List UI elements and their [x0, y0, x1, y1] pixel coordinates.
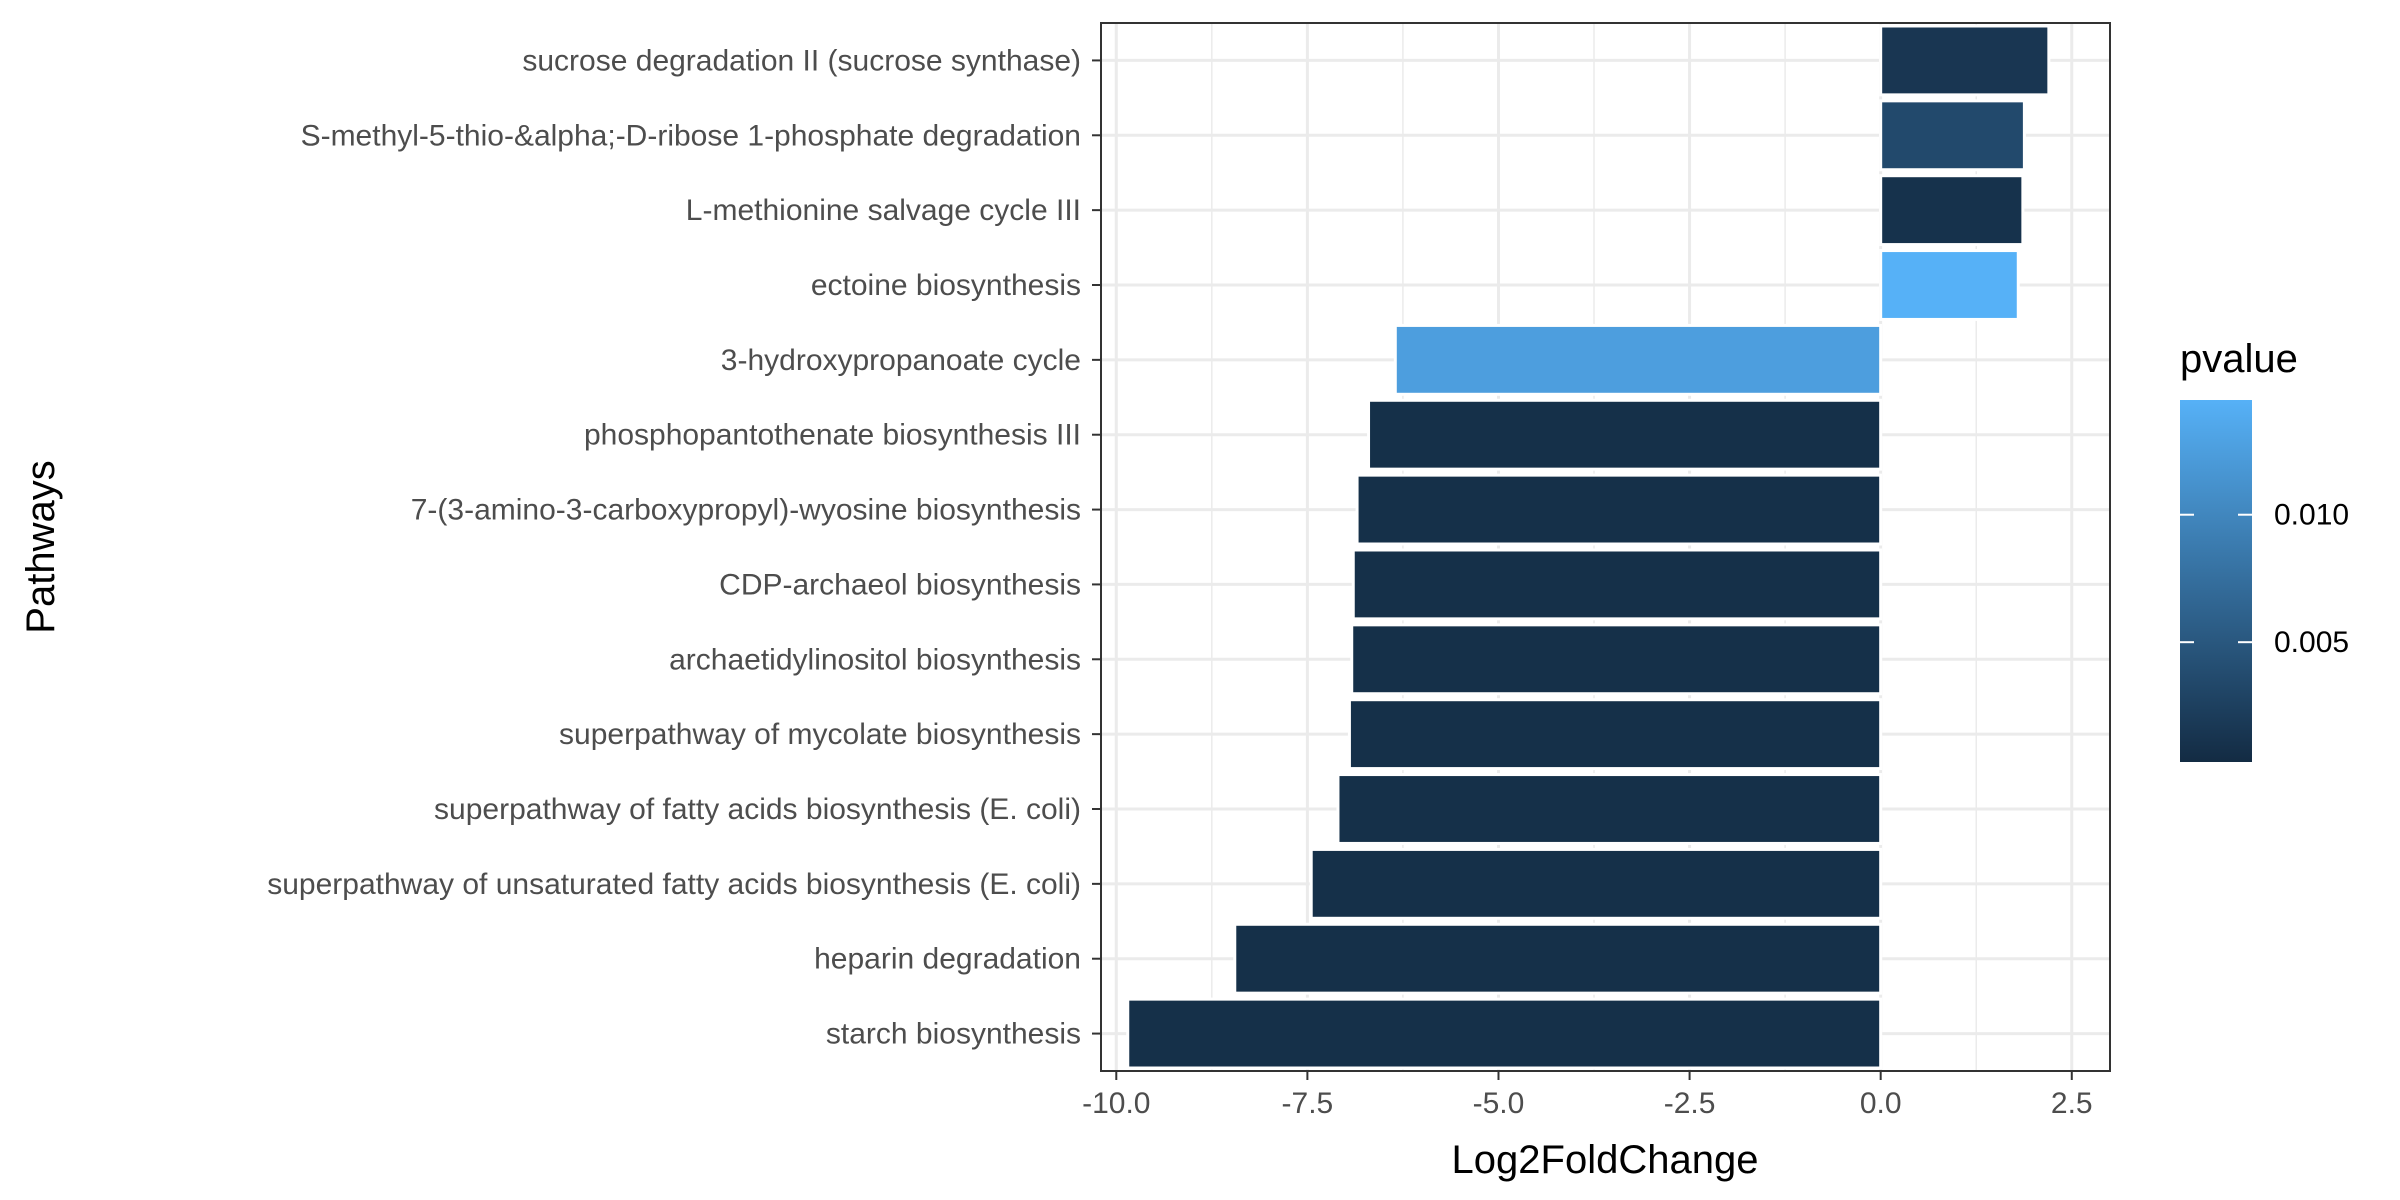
y-tick-label: CDP-archaeol biosynthesis: [719, 568, 1081, 601]
x-tick-label: -10.0: [1082, 1087, 1150, 1120]
x-tick-label: -7.5: [1282, 1087, 1334, 1120]
x-tick-label: -2.5: [1664, 1087, 1716, 1120]
y-tick-label: heparin degradation: [814, 943, 1081, 976]
x-tick-label: 2.5: [2051, 1087, 2093, 1120]
bar: [1347, 698, 1883, 771]
y-tick-label: sucrose degradation II (sucrose synthase…: [522, 44, 1081, 77]
x-tick-label: 0.0: [1860, 1087, 1902, 1120]
y-tick-label: starch biosynthesis: [826, 1018, 1081, 1051]
y-tick-label: 7-(3-amino-3-carboxypropyl)-wyosine bios…: [411, 494, 1081, 527]
bars: [1126, 24, 2051, 1070]
bar: [1233, 922, 1883, 995]
bar: [1393, 323, 1883, 396]
bar: [1879, 174, 2025, 247]
bar: [1126, 997, 1883, 1070]
bar: [1879, 99, 2026, 172]
y-tick-label: L-methionine salvage cycle III: [686, 194, 1081, 227]
legend-tick-label: 0.005: [2274, 626, 2349, 659]
bar: [1355, 473, 1883, 546]
legend-title: pvalue: [2180, 337, 2298, 381]
y-axis-title: Pathways: [19, 460, 63, 633]
pvalue-legend: pvalue 0.005 0.010: [2180, 337, 2349, 762]
legend-tick-label: 0.010: [2274, 499, 2349, 532]
x-axis-title: Log2FoldChange: [1452, 1138, 1759, 1182]
y-tick-label: archaetidylinositol biosynthesis: [669, 643, 1081, 676]
y-tick-label: phosphopantothenate biosynthesis III: [584, 419, 1081, 452]
bar: [1309, 847, 1883, 920]
y-tick-label: superpathway of mycolate biosynthesis: [559, 718, 1081, 751]
panel-border: [1100, 22, 2111, 1072]
y-tick-label: superpathway of unsaturated fatty acids …: [267, 868, 1081, 901]
y-tick-label: 3-hydroxypropanoate cycle: [721, 344, 1081, 377]
bar: [1879, 249, 2020, 321]
bar: [1367, 398, 1883, 471]
x-axis-ticks: -10.0 -7.5 -5.0 -2.5 0.0 2.5: [1082, 1071, 2093, 1120]
x-tick-label: -5.0: [1473, 1087, 1525, 1120]
bar: [1336, 773, 1883, 845]
bar: [1351, 548, 1883, 621]
bar: [1350, 623, 1883, 696]
y-tick-label: ectoine biosynthesis: [811, 269, 1081, 302]
legend-colorbar: [2180, 400, 2252, 762]
bar: [1879, 24, 2051, 97]
y-tick-label: S-methyl-5-thio-&alpha;-D-ribose 1-phosp…: [301, 119, 1081, 152]
y-axis-ticks: sucrose degradation II (sucrose synthase…: [267, 44, 1101, 1051]
legend-ticks: 0.005 0.010: [2180, 499, 2349, 659]
y-tick-label: superpathway of fatty acids biosynthesis…: [434, 793, 1081, 826]
